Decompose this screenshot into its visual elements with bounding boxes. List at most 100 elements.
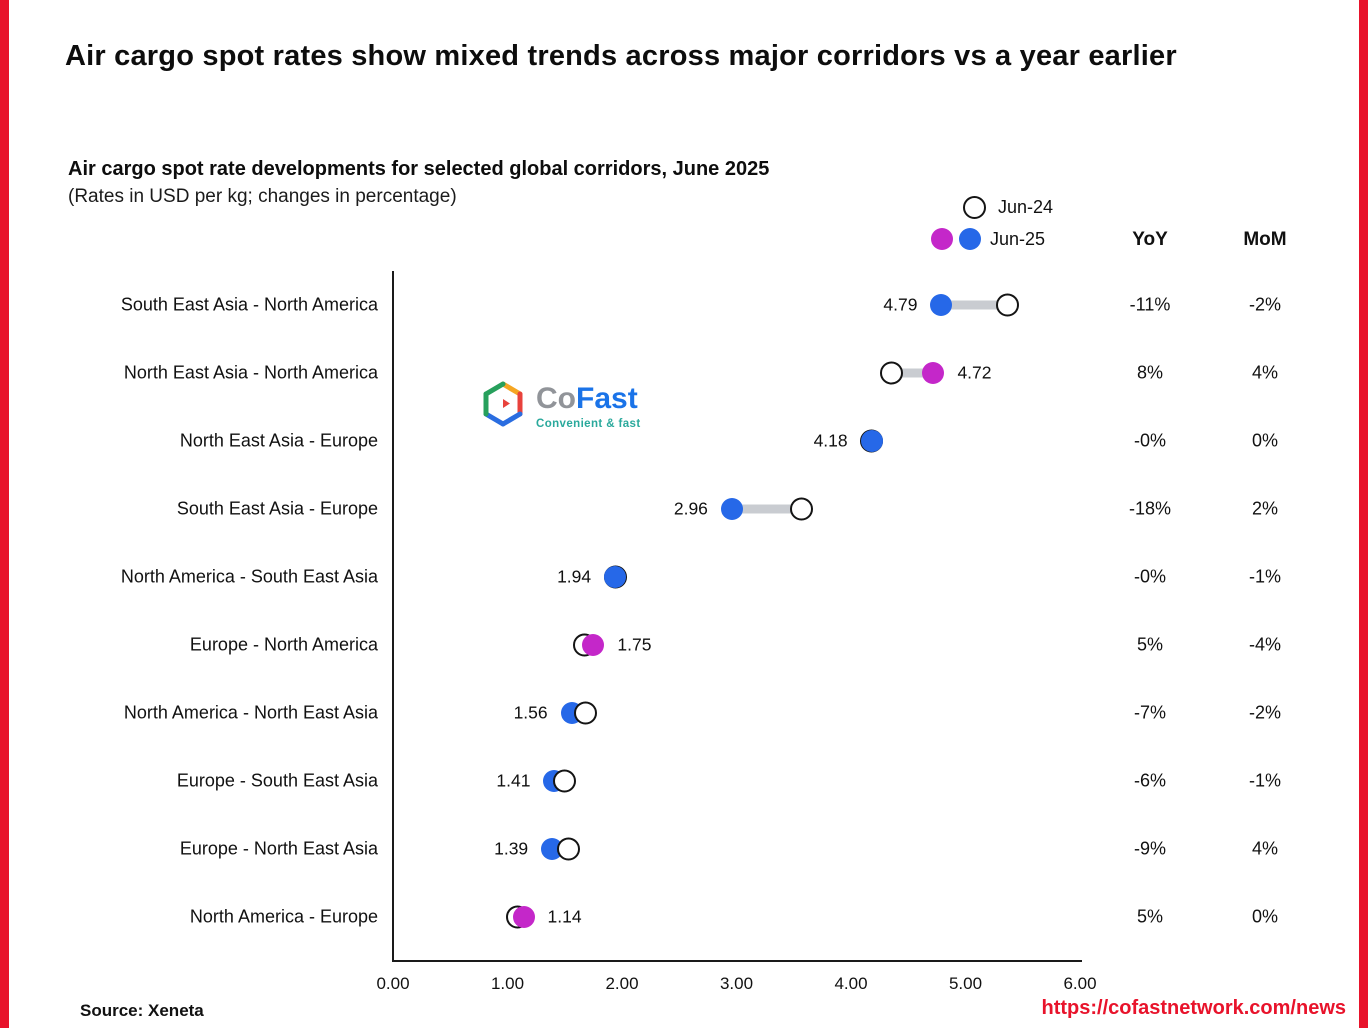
chart-row: North East Asia - Europe 4.18 -0% 0% [0,407,1368,475]
value-label: 1.41 [496,770,531,791]
logo-text-fast: Fast [576,381,638,415]
page-title: Air cargo spot rates show mixed trends a… [65,40,1177,72]
mom-column-header: MoM [1243,229,1287,250]
chart-row: North America - South East Asia 1.94 -0% -1… [0,543,1368,611]
row-plot: 1.14 [393,883,1080,951]
dumbbell-connector [731,504,802,514]
yoy-value: -11% [1129,294,1171,315]
row-plot: 4.72 [393,339,1080,407]
chart-subtitle-note: (Rates in USD per kg; changes in percent… [68,186,457,207]
mom-value: 0% [1251,430,1278,451]
row-plot: 4.79 [393,271,1080,339]
right-red-border [1359,0,1368,1028]
row-plot: 1.94 [393,543,1080,611]
dumbbell-connector [891,368,934,378]
mom-value: 4% [1251,362,1278,383]
chart-row: Europe - North America 1.75 5% -4% [0,611,1368,679]
chart-row: North East Asia - North America 4.72 8% 4% [0,339,1368,407]
chart-row: South East Asia - North America 4.79 -11% -… [0,271,1368,339]
mom-value: -2% [1248,702,1281,723]
jun24-dot [573,701,597,725]
website-link[interactable]: https://cofastnetwork.com/news [1041,997,1347,1019]
mom-value: -2% [1248,294,1281,315]
corridor-label: South East Asia - Europe [176,498,378,519]
row-plot: 1.56 [393,679,1080,747]
yoy-value: -0% [1133,430,1166,451]
corridor-label: Europe - North America [189,634,378,655]
jun24-dot [996,293,1020,317]
x-tick-label: 1.00 [490,974,525,993]
value-label: 1.39 [494,838,529,859]
corridor-label: North America - Europe [189,906,378,927]
yoy-value: -6% [1133,770,1166,791]
value-label: 4.18 [813,430,848,451]
row-plot: 1.41 [393,747,1080,815]
jun25-dot [604,566,627,588]
logo-text-co: Co [536,381,576,415]
value-label: 1.14 [547,906,582,927]
mom-value: -1% [1248,566,1281,587]
row-plot: 4.18 [393,407,1080,475]
cofast-logo-icon [480,381,526,432]
corridor-label: Europe - South East Asia [176,770,378,791]
chart-row: Europe - North East Asia 1.39 -9% 4% [0,815,1368,883]
x-axis-line [392,960,1082,962]
row-plot: 1.75 [393,611,1080,679]
yoy-column-header: YoY [1132,229,1168,250]
legend-jun25: Jun-25 [931,228,1045,250]
x-tick-label: 0.00 [376,974,410,993]
jun25-dot [512,906,535,928]
jun25-dot [582,634,605,656]
corridor-label: North America - North East Asia [123,702,378,723]
mom-value: 2% [1251,498,1278,519]
corridor-label: North America - South East Asia [120,566,378,587]
yoy-value: 5% [1136,634,1163,655]
dumbbell-connector [941,300,1008,310]
x-tick-label: 3.00 [719,974,754,993]
yoy-value: -18% [1128,498,1172,519]
jun25-dot [720,498,743,520]
y-axis-line [392,271,394,962]
legend-jun24-label: Jun-24 [998,197,1054,217]
value-label: 4.72 [957,362,992,383]
x-tick-label: 4.00 [834,974,868,993]
legend-jun25-label: Jun-25 [990,228,1046,249]
cofast-logo-text: CoFast Convenient & fast [536,381,641,430]
chart-rows: South East Asia - North America 4.79 -11% -… [0,271,1368,951]
x-tick-label: 2.00 [605,974,639,993]
source-credit: Source: Xeneta [80,1001,204,1020]
jun25-dot [860,430,883,452]
cofast-logo: CoFast Convenient & fast [480,381,641,432]
mom-value: -1% [1248,770,1281,791]
jun25-decrease-marker-icon [959,228,981,250]
legend-jun24: Jun-24 [963,196,1053,219]
chart-subtitle: Air cargo spot rate developments for sel… [68,158,770,180]
chart-row: South East Asia - Europe 2.96 -18% 2% [0,475,1368,543]
value-label: 1.75 [617,634,652,655]
jun25-dot [922,362,945,384]
corridor-label: South East Asia - North America [120,294,378,315]
chart-row: North America - North East Asia 1.56 -7% -2… [0,679,1368,747]
yoy-value: -0% [1133,566,1166,587]
x-tick-label: 5.00 [948,974,983,993]
row-plot: 1.39 [393,815,1080,883]
value-label: 1.56 [513,702,548,723]
jun24-dot [879,361,903,385]
jun24-dot [553,769,577,793]
yoy-value: -9% [1133,838,1166,859]
jun24-dot [790,497,814,521]
left-red-border [0,0,9,1028]
value-label: 4.79 [883,294,918,315]
value-label: 1.94 [557,566,592,587]
jun25-dot [930,294,953,316]
corridor-label: Europe - North East Asia [179,838,378,859]
jun24-dot [556,837,580,861]
chart-row: Europe - South East Asia 1.41 -6% -1% [0,747,1368,815]
corridor-label: North East Asia - North America [123,362,378,383]
logo-tagline: Convenient & fast [536,417,641,430]
mom-value: -4% [1248,634,1281,655]
chart-row: North America - Europe 1.14 5% 0% [0,883,1368,951]
yoy-value: -7% [1133,702,1166,723]
x-tick-label: 6.00 [1063,974,1097,993]
